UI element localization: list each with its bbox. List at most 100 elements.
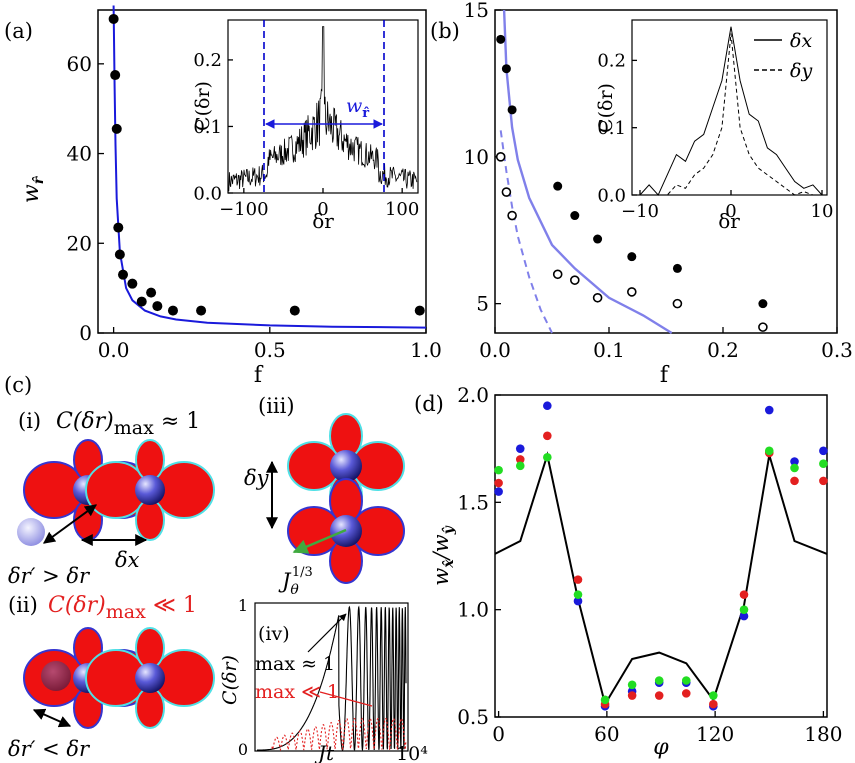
data-point-d-red [494, 478, 503, 488]
ib-x-ticklabel: 0 [725, 201, 736, 222]
panel-label-b: (b) [430, 19, 460, 43]
data-point-d-blue [543, 401, 552, 411]
a-y-ticklabel: 60 [67, 52, 92, 76]
points-a [108, 13, 425, 316]
data-point-d-green [764, 446, 774, 456]
trace-max-1 [257, 605, 407, 752]
inset-ticks-b: −10 0 10 0.0 0.1 0.2 [597, 51, 833, 222]
ia-x-ticklabel: −100 [219, 199, 268, 220]
data-point-d-blue [494, 487, 503, 496]
panel-d: (d) 0 60 120 180 0.5 1.0 1.5 2.0 φ wx̂/wŷ [414, 383, 842, 760]
data-point-a [110, 70, 121, 81]
axes-frame-a [97, 9, 427, 334]
panel-label-c: (c) [4, 373, 32, 397]
data-point-d-green [543, 452, 552, 462]
data-point-a [136, 296, 147, 307]
data-point-d-red [627, 691, 637, 700]
data-point-d-red [654, 691, 664, 700]
nucleus [135, 663, 165, 693]
xlabel-b: f [660, 363, 670, 388]
b-x-ticklabel: 0.2 [707, 338, 739, 362]
item-ii-text: C(δr)max ≪ 1 [48, 593, 197, 623]
panel-c: (c) (i) C(δr)max ≈ 1 δr′ > δr δx (ii) C(… [4, 373, 428, 763]
inset-b: −10 0 10 0.0 0.1 0.2 δx δy δr C(δr) [595, 19, 833, 233]
data-point-b-filled [758, 299, 768, 309]
d-y-ticklabel: 2.0 [457, 383, 489, 407]
data-point-d-blue [739, 611, 749, 621]
ratio-line-d [494, 451, 828, 707]
ticks-b: 0.0 0.1 0.2 0.3 5 10 15 [464, 0, 853, 362]
axes-frame-b [494, 9, 838, 334]
data-point-a [117, 269, 128, 280]
lobe-bottom [135, 687, 165, 729]
data-point-b-open [501, 187, 512, 197]
data-point-d-green [515, 461, 525, 471]
data-point-a [414, 305, 425, 316]
data-point-d-green [819, 459, 828, 468]
panel-b: (b) 0.0 0.1 0.2 0.3 5 10 15 f −10 0 10 0.0 0.1 0.2 … [430, 0, 853, 388]
arrow-j-theta [292, 528, 347, 554]
neighbor-particle-i [17, 518, 45, 546]
molecule-i-right [85, 439, 215, 541]
arrow-dr-prime-i [43, 504, 97, 544]
lobe-top [135, 627, 165, 669]
inset-ticks-a: −100 0 100 0.0 0.1 0.2 [193, 50, 419, 220]
fit-curve-solid-b [502, 9, 673, 335]
iv-xlabel: Jt [314, 741, 335, 763]
neighbor-particle-ii [41, 661, 71, 691]
label-dy: δy [244, 466, 270, 490]
panel-label-d: (d) [414, 392, 444, 416]
data-point-d-red [709, 699, 718, 709]
data-point-b-open [592, 292, 603, 303]
d-x-ticklabel: 120 [696, 722, 734, 746]
b-x-ticklabel: 0.1 [593, 338, 625, 362]
label-j-theta: Jθ1/3 [278, 565, 313, 598]
b-y-ticklabel: 10 [464, 145, 489, 169]
panel-label-a: (a) [4, 19, 33, 43]
ticks-a: 0.0 0.5 1.0 0 20 40 60 [67, 52, 442, 362]
data-point-d-green [654, 676, 664, 685]
item-label-i: (i) [18, 409, 41, 433]
data-point-b-filled [496, 34, 506, 44]
data-point-d-green [600, 695, 610, 705]
item-label-iii: (iii) [258, 394, 295, 418]
data-point-a [146, 287, 157, 298]
molecule-ii-right [85, 627, 215, 729]
d-x-ticklabel: 60 [594, 722, 619, 746]
data-point-d-red [515, 455, 525, 464]
ib-y-ticklabel: 0.0 [597, 185, 626, 206]
axes-frame-d [494, 394, 828, 718]
data-point-d-green [627, 680, 637, 690]
data-point-d-blue [764, 405, 774, 415]
inset-curve-dx [639, 26, 823, 196]
data-point-a [127, 278, 138, 289]
data-point-d-blue [515, 444, 525, 453]
a-y-ticklabel: 40 [67, 142, 92, 166]
ib-y-ticklabel: 0.1 [597, 118, 626, 139]
data-point-a [196, 305, 207, 316]
pointer-iv-max2 [319, 691, 373, 707]
ib-x-ticklabel: −10 [621, 201, 659, 222]
inset-iv: (iv) max ≈ 1 max ≪ 1 1 0 C(δr) Jt 10⁴ [219, 596, 428, 763]
data-point-a [152, 301, 163, 312]
inset-ylabel-b: C(δr) [595, 83, 617, 133]
points-d [494, 401, 828, 711]
iv-ylabel: C(δr) [219, 655, 241, 705]
data-point-b-filled [593, 234, 603, 244]
data-point-a [289, 305, 300, 316]
trace-max-small [271, 717, 407, 752]
legend-label-dx: δx [790, 30, 812, 52]
data-point-d-red [790, 476, 799, 486]
d-x-ticklabel: 0 [492, 722, 505, 746]
data-point-a [108, 13, 119, 24]
data-point-b-filled [507, 105, 517, 115]
data-point-a [114, 249, 125, 260]
data-point-a [111, 123, 122, 134]
data-point-a [113, 222, 124, 233]
data-point-b-open [672, 298, 683, 309]
ib-y-ticklabel: 0.2 [597, 51, 626, 72]
arrow-dr-prime-ii [32, 708, 72, 728]
data-point-d-green [790, 463, 799, 473]
